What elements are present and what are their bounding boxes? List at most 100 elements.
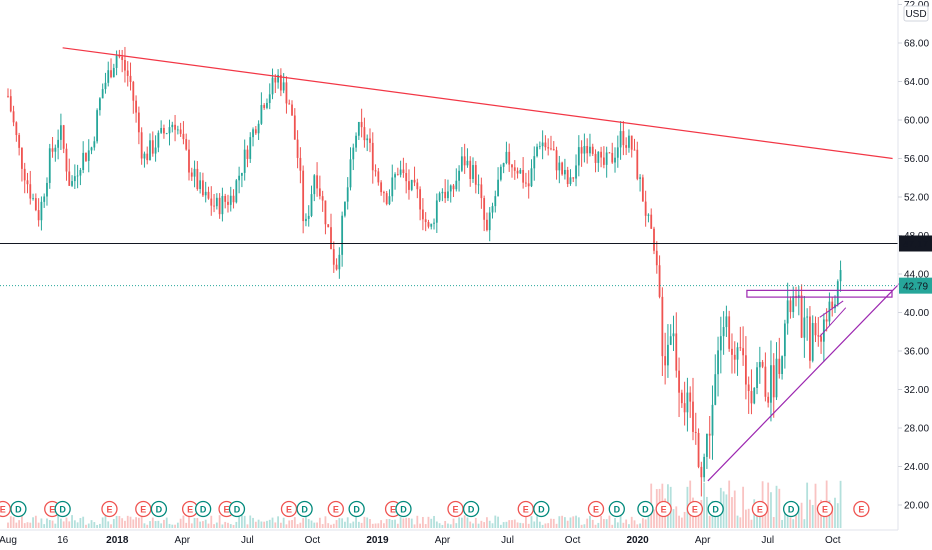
- candle-body: [143, 153, 146, 159]
- candle-body: [202, 180, 204, 196]
- candle-body: [756, 367, 758, 388]
- currency-badge[interactable]: USD: [903, 5, 929, 22]
- volume-bar: [577, 517, 580, 528]
- volume-bar: [32, 517, 34, 528]
- candle-body: [363, 127, 366, 141]
- volume-bar: [324, 516, 327, 528]
- event-circle: [782, 500, 800, 518]
- volume-bar: [68, 521, 71, 528]
- volume-bar: [352, 521, 355, 528]
- candle-body: [435, 200, 438, 223]
- volume-bar: [586, 518, 589, 528]
- volume-bar: [274, 522, 277, 528]
- dividend-marker: D: [194, 500, 212, 518]
- event-letter: E: [0, 505, 6, 515]
- volume-bar: [394, 519, 396, 528]
- candle-body: [658, 265, 661, 297]
- volume-bar: [430, 518, 433, 528]
- volume-bar: [474, 517, 477, 528]
- event-letter: D: [234, 505, 241, 515]
- candle-body: [96, 110, 99, 142]
- dividend-marker: D: [150, 500, 168, 518]
- volume-bar: [536, 516, 538, 528]
- dividend-marker: D: [608, 500, 625, 518]
- candle-body: [614, 157, 616, 163]
- event-letter: D: [156, 505, 163, 515]
- event-circle: [533, 500, 550, 518]
- candle-body: [572, 177, 575, 179]
- x-tick-label: Apr: [435, 535, 451, 546]
- volume-bar: [488, 520, 491, 528]
- event-circle: [194, 500, 212, 518]
- candle-body: [48, 148, 51, 183]
- volume-bar: [62, 521, 65, 528]
- x-tick-label: Apr: [695, 535, 711, 546]
- candle-body: [104, 82, 107, 90]
- candle-body: [318, 188, 321, 197]
- candle-body: [630, 135, 633, 150]
- y-tick-label: 24.00: [904, 462, 929, 473]
- candle-body: [60, 125, 62, 140]
- earnings-marker: E: [655, 500, 672, 518]
- volume-bar: [811, 505, 814, 528]
- candle-body: [405, 173, 408, 182]
- x-tick-label: 2018: [106, 535, 129, 546]
- candle-body: [616, 147, 619, 158]
- candle-body: [811, 323, 814, 361]
- x-tick-label: Jul: [501, 535, 514, 546]
- candle-body: [344, 201, 346, 216]
- volume-bar: [93, 522, 96, 528]
- volume-bar: [271, 517, 274, 528]
- volume-bar: [327, 523, 330, 528]
- volume-bar: [767, 482, 770, 528]
- time-axis[interactable]: Aug 16 2018 Apr Jul Oct 2019 Apr Jul Oct 2020 Apr Ju…: [0, 535, 841, 546]
- price-axis[interactable]: 20.0024.0028.0032.0036.0040.0044.0048.00…: [898, 0, 929, 512]
- volume-bar: [733, 490, 736, 528]
- volume-bar: [508, 520, 511, 528]
- currency-badge-box: [903, 5, 929, 22]
- candle-body: [296, 139, 299, 158]
- candle-body: [441, 191, 444, 194]
- volume-bar: [229, 524, 232, 528]
- candle-body: [513, 167, 516, 171]
- volume-bar: [124, 520, 126, 528]
- candle-body: [636, 149, 639, 179]
- volume-bar: [622, 522, 625, 528]
- candle-body: [580, 147, 583, 154]
- event-letter: E: [661, 505, 667, 515]
- candle-body: [98, 98, 101, 111]
- volume-bar: [215, 522, 218, 528]
- volume-bar: [795, 505, 797, 528]
- volume-bar: [137, 517, 140, 528]
- event-circle: [751, 500, 769, 518]
- candle-body: [444, 191, 447, 199]
- volume-bar: [628, 524, 630, 528]
- candle-body: [547, 147, 550, 149]
- candle-body: [218, 197, 221, 215]
- volume-bar: [477, 523, 480, 528]
- y-tick-label: 44.00: [904, 270, 929, 281]
- x-tick-label: Oct: [825, 535, 841, 546]
- candle-body: [279, 74, 282, 91]
- event-letter: D: [15, 505, 22, 515]
- y-tick-label: 60.00: [904, 116, 929, 127]
- candle-body: [146, 153, 149, 161]
- candle-body: [324, 200, 327, 225]
- volume-bar: [179, 518, 182, 528]
- candle-body: [486, 219, 488, 231]
- volume-bar: [800, 502, 803, 528]
- candle-body: [731, 348, 733, 355]
- volume-bar: [51, 520, 54, 528]
- volume-bar: [26, 522, 29, 528]
- volume-bar: [391, 519, 394, 528]
- candle-body: [179, 129, 182, 134]
- candle-body: [126, 70, 129, 76]
- volume-bar: [126, 515, 129, 528]
- volume-bar: [185, 522, 188, 528]
- volume-bar: [146, 524, 149, 528]
- candle-body: [664, 356, 667, 366]
- dividend-marker: D: [296, 500, 313, 518]
- volume-bar: [441, 524, 444, 528]
- x-tick-label: 2020: [627, 535, 650, 546]
